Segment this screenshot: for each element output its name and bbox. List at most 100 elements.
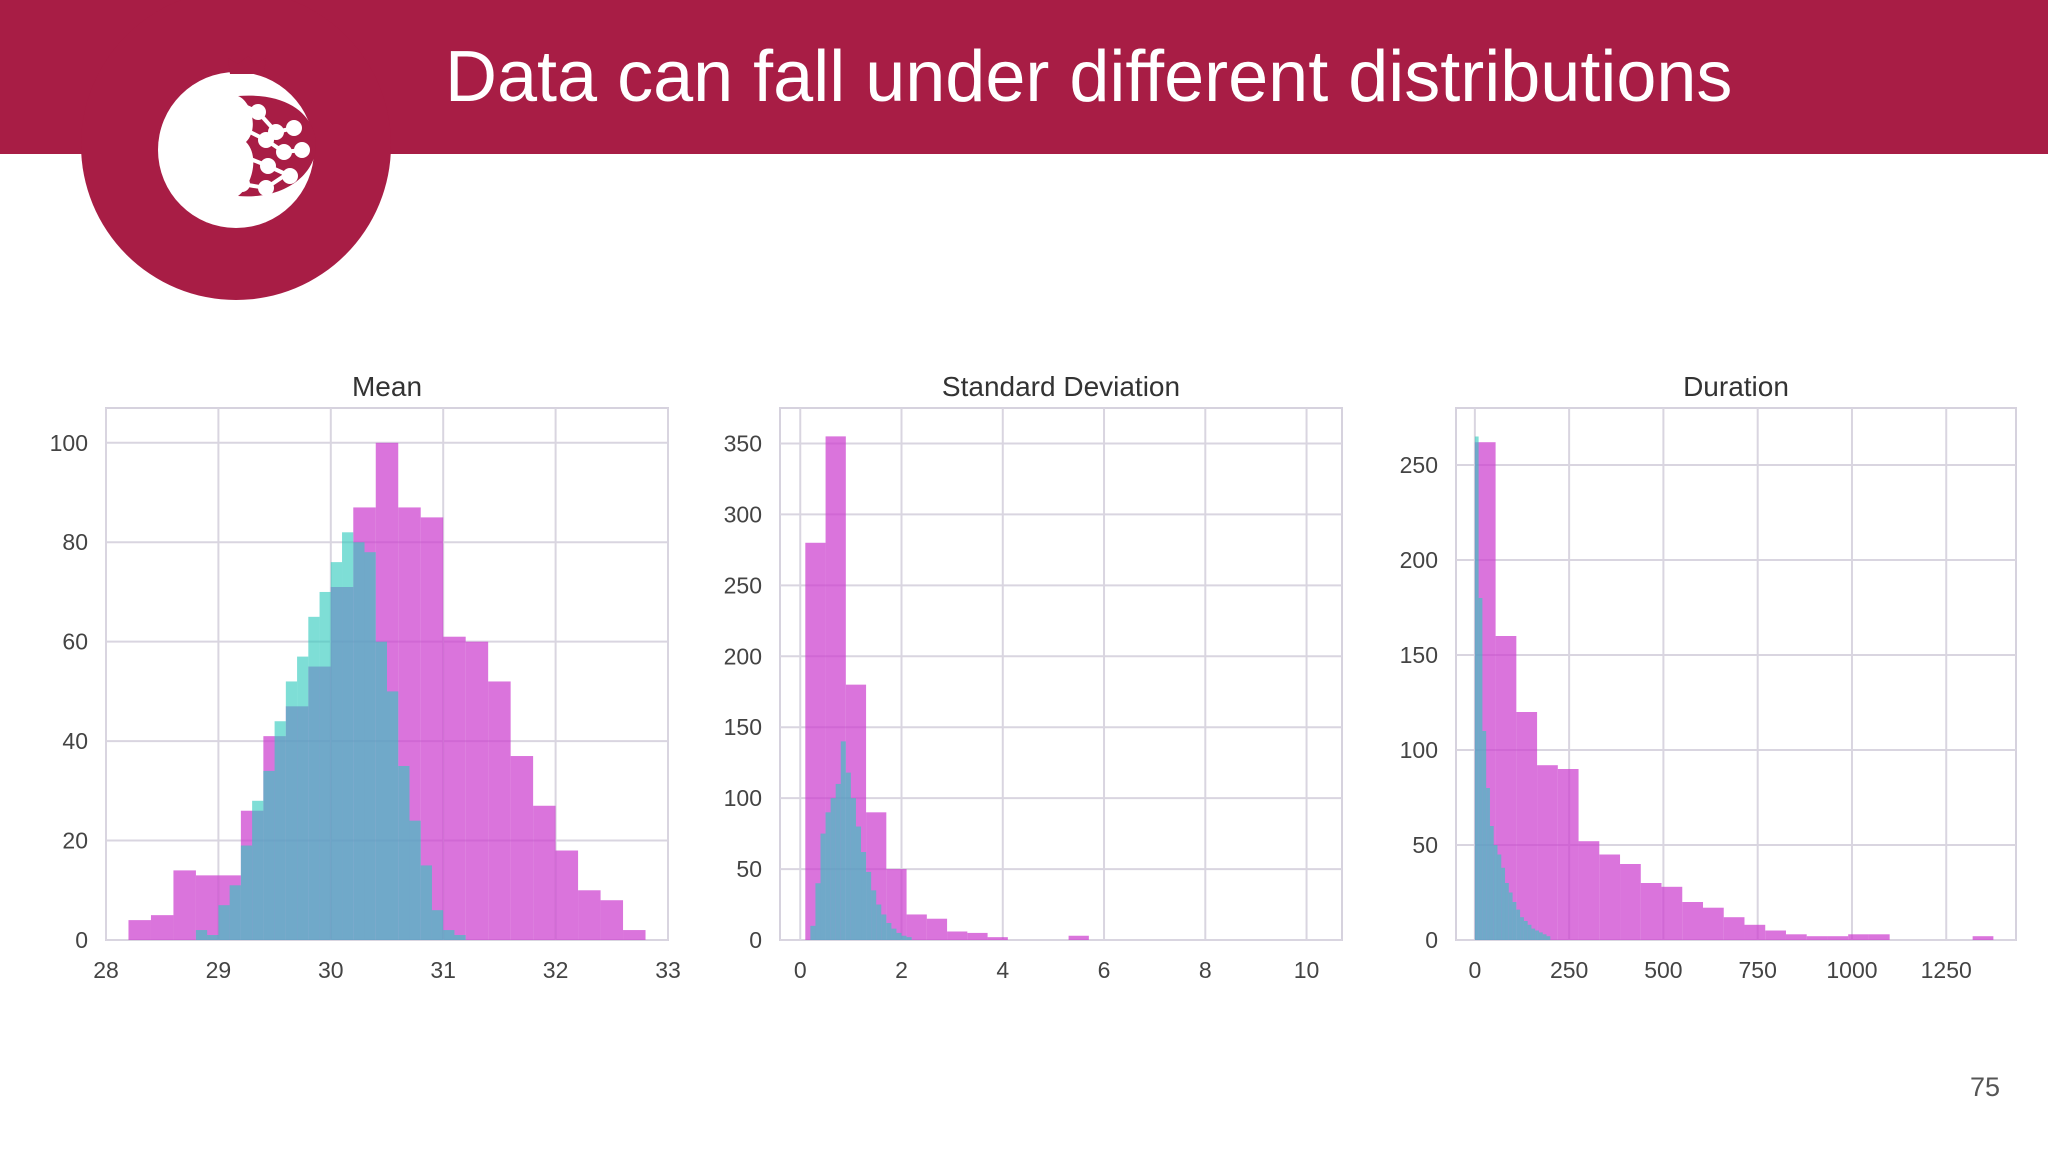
histogram-bar [1068, 935, 1089, 940]
slide-title: Data can fall under different distributi… [445, 37, 1733, 117]
y-tick-label: 80 [62, 529, 88, 555]
histogram-bar [1827, 936, 1849, 940]
histogram-bar [1744, 924, 1766, 940]
histogram-bar [891, 928, 897, 940]
histogram-bar [297, 656, 309, 940]
histogram-bar [886, 869, 907, 940]
histogram-bar [901, 935, 907, 940]
histogram-bar [195, 930, 208, 940]
histogram-bar [623, 930, 646, 940]
histogram-bar [330, 562, 343, 940]
histogram-bar [815, 883, 821, 940]
histogram-bar [871, 890, 877, 940]
y-tick-label: 150 [724, 714, 762, 740]
x-tick-label: 28 [93, 957, 119, 983]
histogram-bar [229, 885, 241, 940]
histogram-bar [1785, 934, 1807, 940]
histogram-bar [263, 770, 275, 940]
series-1-bars [810, 741, 912, 940]
histogram-bar [1527, 924, 1532, 940]
histogram-bar [375, 641, 387, 940]
page-number: 75 [1969, 1072, 2000, 1102]
histogram-bar [876, 904, 882, 940]
histogram-bar [1497, 854, 1502, 940]
x-tick-label: 8 [1199, 957, 1212, 983]
histogram-bar [207, 935, 219, 940]
histogram-bar [845, 772, 851, 940]
x-tick-label: 250 [1550, 957, 1588, 983]
histogram-bar [1489, 826, 1494, 940]
histogram-bar [1512, 902, 1517, 940]
histogram-bar [881, 914, 887, 940]
histogram-bar [195, 875, 219, 940]
x-tick-label: 29 [206, 957, 232, 983]
histogram-bar [1531, 928, 1536, 940]
x-tick-label: 32 [543, 957, 569, 983]
y-tick-label: 60 [62, 629, 88, 655]
x-tick-label: 33 [655, 957, 681, 983]
histogram-bar [850, 798, 856, 940]
y-tick-label: 350 [724, 430, 762, 456]
x-tick-label: 10 [1294, 957, 1320, 983]
y-tick-label: 100 [50, 430, 88, 456]
x-tick-label: 500 [1644, 957, 1682, 983]
histogram-bar [1578, 841, 1600, 940]
series-1-bars [195, 532, 466, 940]
histogram-bar [510, 756, 534, 940]
y-tick-label: 100 [724, 785, 762, 811]
histogram-bar [319, 591, 331, 940]
histogram-bar [1474, 436, 1479, 940]
histogram-bar [173, 870, 196, 940]
histogram-bar [1535, 930, 1539, 940]
histogram-bar [855, 826, 862, 940]
series-1-bars [1474, 436, 1551, 940]
histogram-bar [967, 932, 988, 940]
histogram-bar [150, 915, 174, 940]
chart-mean: 28 29 30 31 32 33 0 20 40 60 80 100 Mean [0, 360, 690, 1000]
y-tick-label: 50 [1412, 832, 1438, 858]
histogram-bar [1516, 712, 1538, 940]
histogram-bar [1620, 864, 1641, 940]
histogram-bar [1478, 598, 1483, 940]
histogram-bar [1501, 867, 1506, 940]
chart-duration: 0 250 500 750 1000 1250 0 50 100 150 200 250 Duratio… [0, 360, 2048, 1000]
y-tick-label: 250 [1400, 452, 1438, 478]
histogram-bar [342, 532, 354, 940]
histogram-bar [830, 798, 836, 940]
histogram-bar [218, 905, 230, 940]
histogram-bar [1516, 909, 1521, 940]
histogram-bar [600, 900, 624, 940]
y-tick-label: 100 [1400, 737, 1438, 763]
x-tick-label: 6 [1098, 957, 1111, 983]
histogram-bar [906, 937, 912, 940]
histogram-bar [1640, 883, 1662, 940]
histogram-bar [240, 845, 253, 940]
histogram-bar [1682, 902, 1704, 940]
x-tick-label: 0 [1468, 957, 1481, 983]
histogram-bar [1546, 936, 1551, 940]
histogram-bar [1520, 917, 1524, 940]
histogram-bar [420, 865, 432, 940]
y-tick-label: 250 [724, 572, 762, 598]
histogram-bar [555, 850, 579, 940]
histogram-bar [1542, 934, 1547, 940]
histogram-bar [820, 833, 826, 940]
chart-title: Standard Deviation [942, 371, 1180, 402]
x-tick-label: 1250 [1921, 957, 1972, 983]
histogram-bar [1599, 854, 1621, 940]
histogram-bar [896, 932, 902, 940]
y-tick-label: 150 [1400, 642, 1438, 668]
histogram-bar [1848, 934, 1869, 940]
histogram-bar [835, 783, 841, 940]
histogram-bar [274, 721, 286, 940]
x-tick-label: 4 [996, 957, 1009, 983]
histogram-bar [409, 820, 421, 940]
histogram-bar [398, 765, 410, 940]
y-tick-label: 40 [62, 728, 88, 754]
histogram-bar [810, 925, 816, 940]
histogram-bar [906, 914, 927, 940]
x-tick-label: 0 [794, 957, 807, 983]
histogram-bar [840, 741, 846, 940]
y-tick-label: 200 [724, 643, 762, 669]
